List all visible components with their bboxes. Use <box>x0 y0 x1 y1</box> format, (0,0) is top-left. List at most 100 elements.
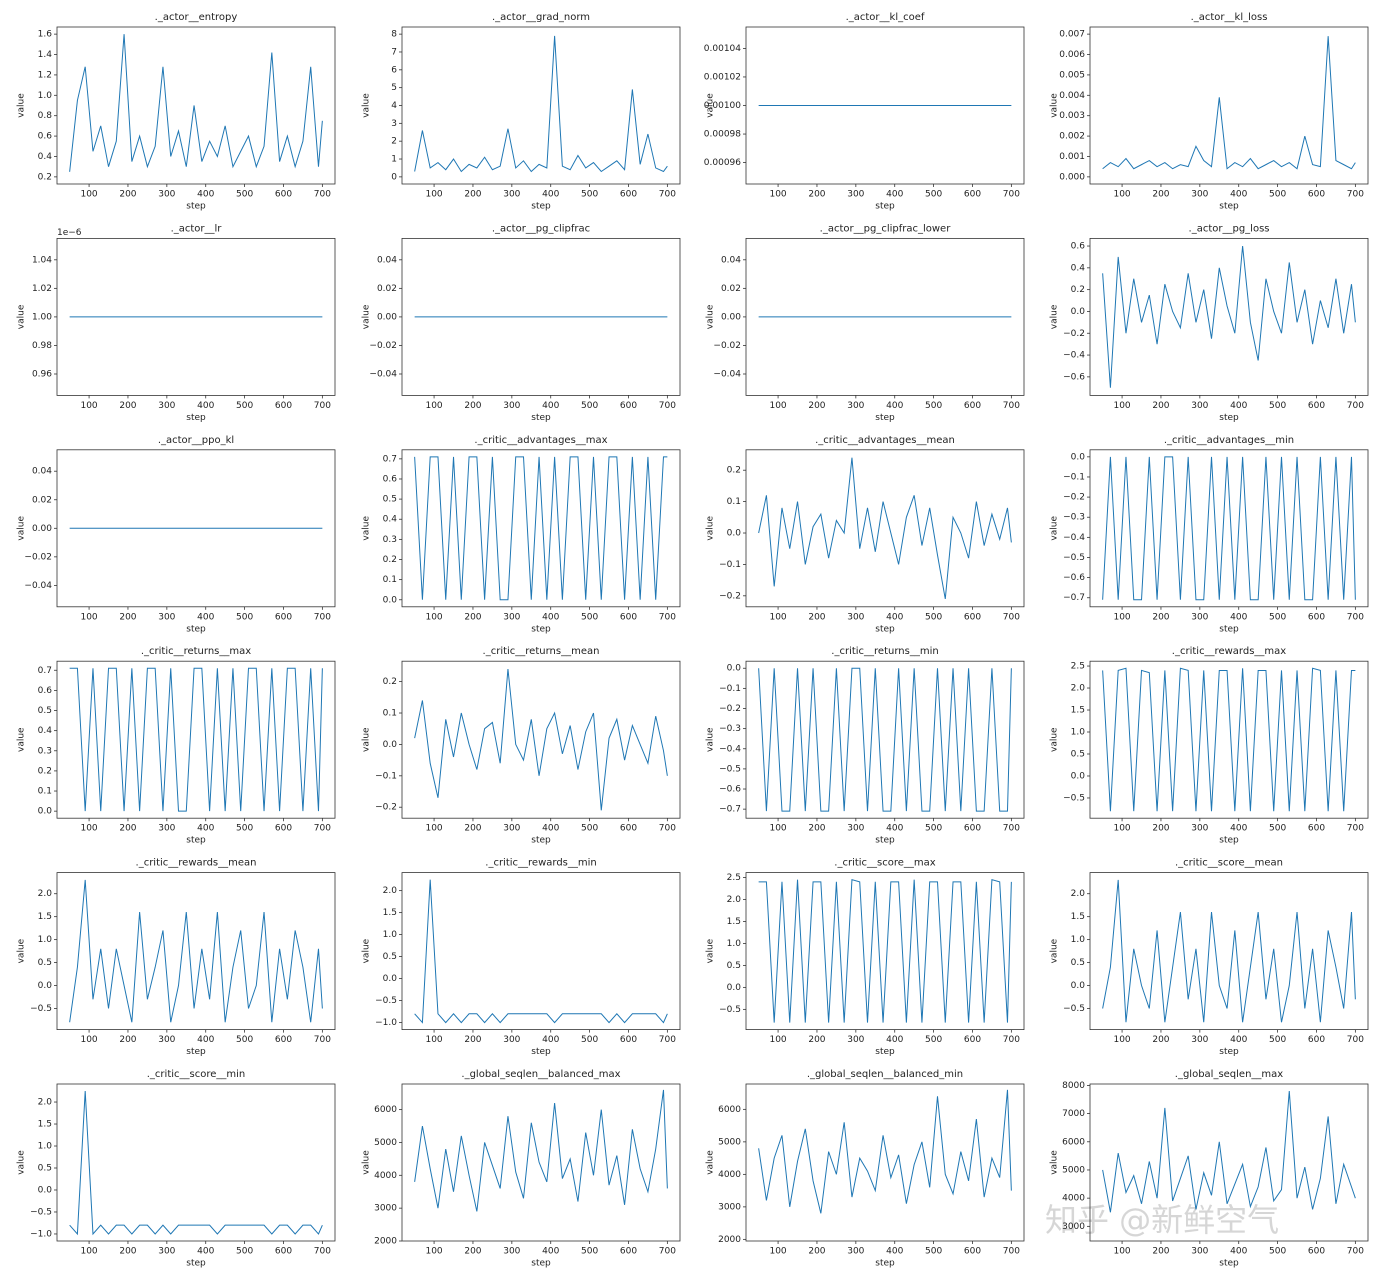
y-tick-label: 2 <box>391 137 397 147</box>
y-tick-label: 0.00 <box>32 524 52 534</box>
y-tick-label: −0.02 <box>24 552 52 562</box>
x-axis-label: step <box>186 624 206 634</box>
y-tick-label: 1 <box>391 155 397 165</box>
x-tick-label: 500 <box>1269 824 1286 834</box>
y-tick-label: 2.0 <box>727 895 742 905</box>
y-tick-label: 0.0 <box>38 981 53 991</box>
y-axis-label: value <box>362 1150 372 1175</box>
y-tick-label: 2000 <box>718 1235 741 1245</box>
line-series <box>1102 879 1356 1023</box>
x-tick-label: 500 <box>236 824 253 834</box>
line-series <box>414 879 668 1024</box>
x-tick-label: 500 <box>581 1247 598 1257</box>
x-tick-label: 700 <box>659 1247 676 1257</box>
axes-frame <box>745 872 1025 1030</box>
y-tick-label: 5000 <box>718 1137 741 1147</box>
y-tick-label: 0.5 <box>38 706 52 716</box>
x-tick-label: 200 <box>464 612 481 622</box>
y-tick-label: −0.2 <box>1063 493 1085 503</box>
x-tick-label: 600 <box>964 401 981 411</box>
x-tick-label: 600 <box>964 1247 981 1257</box>
x-tick-label: 500 <box>1269 1247 1286 1257</box>
axes-frame <box>56 872 336 1030</box>
line-series <box>758 667 1012 812</box>
y-tick-label: 0.04 <box>721 255 741 265</box>
y-tick-label: 0.0 <box>727 983 742 993</box>
y-tick-label: 0.0 <box>383 974 398 984</box>
x-axis-label: step <box>531 836 551 846</box>
x-tick-label: 400 <box>1230 612 1247 622</box>
x-tick-label: 700 <box>314 612 331 622</box>
x-tick-label: 300 <box>503 1247 520 1257</box>
y-tick-label: 0.00098 <box>704 130 741 140</box>
x-tick-label: 100 <box>425 1035 442 1045</box>
y-tick-label: 3000 <box>374 1204 397 1214</box>
subplot-title: ._actor__kl_coef <box>846 12 925 23</box>
y-tick-label: 0.0 <box>1071 771 1086 781</box>
x-tick-label: 200 <box>119 1247 136 1257</box>
y-tick-label: 0.4 <box>1071 263 1086 273</box>
x-tick-label: 500 <box>925 612 942 622</box>
x-tick-label: 500 <box>925 824 942 834</box>
y-tick-label: 0.02 <box>377 284 397 294</box>
x-tick-label: 600 <box>275 401 292 411</box>
y-tick-label: −0.5 <box>719 764 741 774</box>
y-tick-label: −1.0 <box>30 1229 52 1239</box>
x-tick-label: 100 <box>425 612 442 622</box>
y-tick-label: 0.4 <box>38 152 53 162</box>
y-tick-label: −0.1 <box>375 771 397 781</box>
y-tick-label: 0.5 <box>38 958 52 968</box>
y-tick-label: −0.6 <box>719 785 741 795</box>
y-tick-label: 0.005 <box>1059 70 1085 80</box>
y-tick-label: −0.04 <box>369 369 397 379</box>
x-axis-label: step <box>531 1259 551 1269</box>
x-tick-label: 100 <box>80 401 97 411</box>
x-tick-label: 600 <box>964 1035 981 1045</box>
x-tick-label: 600 <box>620 190 637 200</box>
x-tick-label: 700 <box>314 1035 331 1045</box>
line-series <box>1102 36 1356 170</box>
x-tick-label: 400 <box>1230 824 1247 834</box>
x-tick-label: 600 <box>964 612 981 622</box>
x-tick-label: 400 <box>886 401 903 411</box>
x-axis-label: step <box>1219 1047 1239 1057</box>
x-tick-label: 100 <box>80 190 97 200</box>
subplot-title: ._critic__rewards__mean <box>136 858 257 869</box>
y-axis-label: value <box>706 93 716 118</box>
line-series <box>69 1091 323 1236</box>
x-tick-label: 600 <box>1308 1035 1325 1045</box>
y-tick-label: 0.2 <box>38 172 52 182</box>
x-tick-label: 400 <box>886 612 903 622</box>
y-axis-label: value <box>1050 938 1060 963</box>
subplot-title: ._global_seqlen__balanced_max <box>461 1069 620 1080</box>
offset-text: 1e−6 <box>57 228 82 238</box>
y-axis-label: value <box>362 304 372 329</box>
y-tick-label: 0.007 <box>1059 30 1085 40</box>
x-axis-label: step <box>875 836 895 846</box>
x-tick-label: 700 <box>1347 401 1364 411</box>
y-tick-label: 1.0 <box>1071 935 1086 945</box>
y-axis-label: value <box>1050 516 1060 541</box>
x-tick-label: 500 <box>1269 401 1286 411</box>
x-tick-label: 600 <box>275 824 292 834</box>
x-tick-label: 400 <box>197 612 214 622</box>
axes-frame <box>401 1083 681 1242</box>
y-tick-label: −0.4 <box>1063 533 1085 543</box>
y-tick-label: −0.2 <box>1063 329 1085 339</box>
x-tick-label: 100 <box>769 1035 786 1045</box>
x-tick-label: 500 <box>1269 1035 1286 1045</box>
x-tick-label: 200 <box>119 401 136 411</box>
line-series <box>414 1089 668 1212</box>
y-tick-label: −1.0 <box>375 1018 397 1028</box>
x-tick-label: 400 <box>542 190 559 200</box>
y-tick-label: 3000 <box>1062 1222 1085 1232</box>
y-tick-label: 0.02 <box>32 495 52 505</box>
x-tick-label: 400 <box>197 401 214 411</box>
y-tick-label: 6000 <box>374 1105 397 1115</box>
x-tick-label: 300 <box>847 1247 864 1257</box>
y-tick-label: −0.5 <box>1063 793 1085 803</box>
